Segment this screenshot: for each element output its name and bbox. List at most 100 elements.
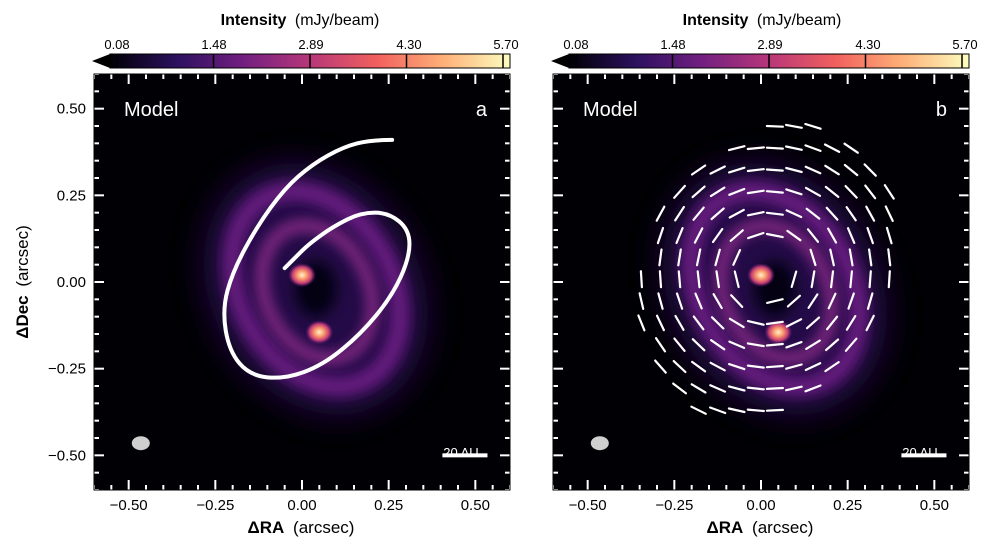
y-axis-label-bold-a: ΔDec [13,295,32,338]
polarization-vector [805,339,821,350]
polarization-vector [658,248,663,267]
polarization-vector [693,227,704,244]
polarization-vector [709,186,726,198]
polarization-vector [863,163,877,177]
polarization-vector [884,205,894,222]
plot-frame-a [93,73,511,491]
polarization-vector [695,248,702,267]
polarization-vectors [637,122,895,415]
panel-b: Intensity (mJy/beam) 0.08 1.48 2.89 4.30… [551,12,978,537]
polarization-vector [728,317,745,329]
polarization-vector [674,314,685,331]
polarization-vector [785,166,803,174]
polarization-vector [658,270,663,289]
colorbar-tick-a-1: 1.48 [201,37,226,52]
polarization-vector [765,190,784,194]
polarization-vector [710,316,725,330]
x-axis-label-unit-b: (arcsec) [752,518,813,537]
source-north-a [288,263,316,288]
polarization-vector [729,229,744,242]
polarization-vector [810,270,816,289]
polarization-vector [887,248,892,267]
polarization-vector [827,292,837,310]
x-tick-label-b-3: 0.25 [833,497,862,514]
y-tick-label-a-1: 0.25 [57,187,86,204]
polarization-vector [845,315,857,331]
polarization-vector [824,338,840,352]
polarization-vector [692,315,705,331]
polarization-vector [690,383,707,394]
polarization-vector [765,124,785,128]
y-axis-label-a: ΔDec (arcsec) [13,225,32,339]
colorbar-title-unit-b: (mJy/beam) [757,12,841,29]
emission-outer-arm-b [680,181,869,397]
x-axis-label-b: ΔRA (arcsec) [707,518,814,537]
polarization-vector [709,339,726,351]
polarization-vector [708,406,727,415]
y-axis-label-unit-a: (arcsec) [13,225,32,286]
polarization-vector [805,316,821,330]
colorbar-title-bold-a: Intensity [221,12,287,29]
polarization-vector [765,146,785,150]
model-label-a: Model [124,99,178,121]
x-tick-label-b-4: 0.50 [920,497,949,514]
panel-label-a: a [476,99,488,121]
x-tick-label-a-0: −0.50 [110,497,148,514]
polarization-vector [765,211,784,216]
polarization-vector [656,226,665,245]
polarization-vector [675,292,684,310]
polarization-vector [809,248,817,267]
polarization-vector [655,205,666,222]
polarization-vector [846,227,856,244]
polarization-vector [747,231,765,240]
polarization-vector [784,123,803,129]
polarization-vector [746,146,765,151]
polarization-vector [867,248,873,267]
beam-ellipse-b [590,436,609,451]
polarization-vector [765,408,785,412]
scalebar-label-b: 20 AU [902,445,937,460]
polarization-vector [727,145,746,152]
polarization-vector [866,226,875,245]
polarization-vector [825,206,839,221]
spiral-overlay [222,137,412,380]
source-north-b [747,263,775,288]
panel-label-b: b [936,99,947,121]
polarization-vector [746,189,765,195]
polarization-vector [844,185,858,199]
polarization-vector [765,232,784,239]
polarization-vector [673,184,687,199]
polarization-vector [728,340,746,349]
x-tick-label-a-3: 0.25 [374,497,403,514]
polarization-vector [691,185,706,199]
polarization-vector [824,164,840,176]
polarization-vector [733,270,740,289]
polarization-vector [746,342,765,348]
colorbar-b [551,53,970,69]
polarization-vector [746,364,765,369]
polarization-vector [727,407,746,414]
map-emission-b [663,163,887,415]
intensity-map-b [552,73,970,491]
colorbar-tick-a-4: 5.70 [493,37,518,52]
polarization-vector [727,385,746,392]
colorbar-extend-arrow-b [551,54,569,68]
y-tick-label-a-2: 0.00 [57,274,86,291]
polarization-vector [709,361,726,372]
x-tick-label-b-0: −0.50 [569,497,607,514]
y-tick-label-a-3: −0.25 [48,361,86,378]
polarization-vector [765,168,784,172]
polarization-vector [786,294,802,308]
polarization-vector [674,205,686,222]
polarization-vector [849,270,854,289]
colorbar-ticklabels-a: 0.08 1.48 2.89 4.30 5.70 [104,37,518,52]
polarization-vector [675,227,684,245]
colorbar-a [92,53,511,69]
polarization-vector [765,342,784,347]
polarization-vector [727,363,746,371]
polarization-vector [848,248,854,267]
emission-inner-arm-b [713,218,839,366]
intensity-map-a [93,73,511,491]
beam-ellipse-a [131,436,150,451]
colorbar-ticklabels-b: 0.08 1.48 2.89 4.30 5.70 [563,37,977,52]
